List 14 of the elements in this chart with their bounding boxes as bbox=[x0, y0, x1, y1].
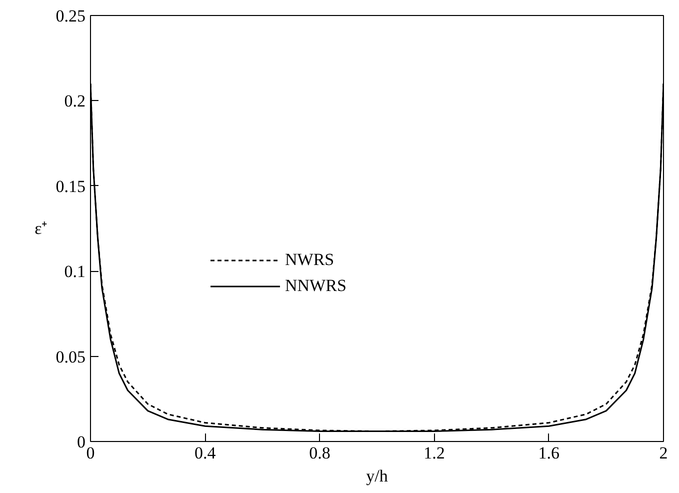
x-axis-title: y/h bbox=[366, 466, 388, 486]
y-tick-label: 0.25 bbox=[56, 6, 86, 26]
y-tick-label: 0.05 bbox=[56, 347, 86, 366]
x-tick-label: 1.6 bbox=[538, 444, 560, 462]
x-tick-label: 0.4 bbox=[194, 444, 216, 462]
y-tick-label: 0.15 bbox=[56, 176, 86, 196]
x-tick-label: 1.2 bbox=[424, 444, 445, 462]
legend-label: NWRS bbox=[285, 250, 334, 270]
x-tick-label: 0.8 bbox=[309, 444, 330, 462]
y-tick-label: 0.1 bbox=[64, 262, 86, 282]
x-tick-label: 2 bbox=[659, 444, 668, 462]
legend-label: NNWRS bbox=[285, 276, 346, 296]
y-tick-label: 0.2 bbox=[64, 92, 86, 111]
y-axis-title: ε⁺ bbox=[34, 219, 48, 238]
